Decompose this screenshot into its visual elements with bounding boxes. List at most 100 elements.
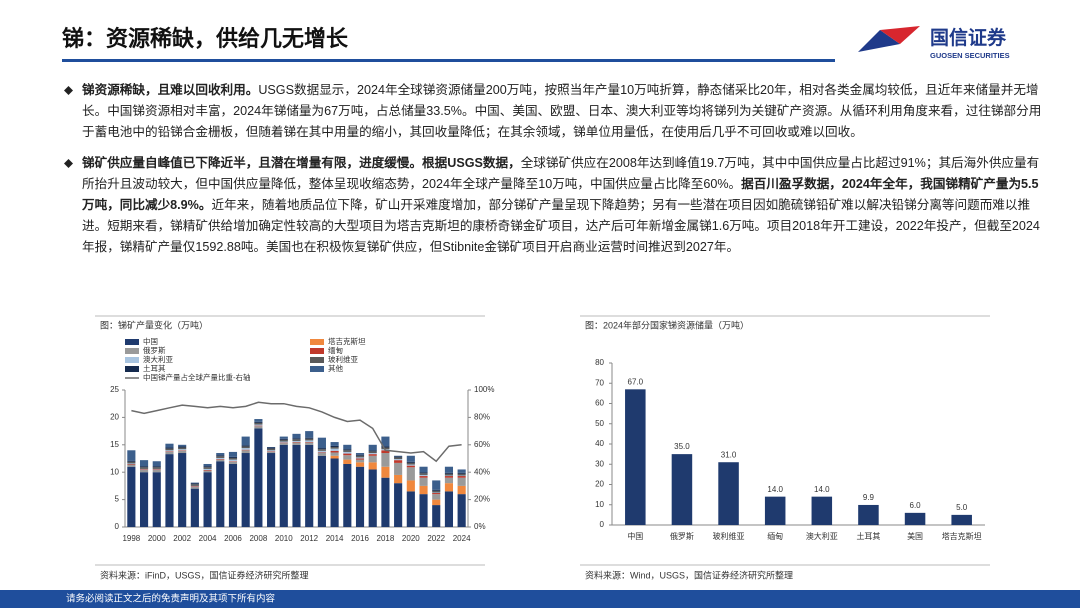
y-tick-label: 5 [115, 495, 120, 504]
legend-swatch [125, 366, 139, 372]
bar-segment [127, 461, 136, 464]
bar-segment [457, 472, 466, 474]
chart-source: 资料来源：iFinD，USGS，国信证券经济研究所整理 [100, 569, 309, 580]
bar-segment [381, 477, 390, 527]
bar-segment [165, 451, 174, 455]
brand-en: GUOSEN SECURITIES [930, 51, 1010, 60]
x-tick-label: 美国 [907, 531, 923, 541]
bar [811, 496, 833, 525]
chart-title: 图：2024年部分国家锑资源储量（万吨） [585, 319, 749, 330]
bar [671, 454, 693, 525]
legend-label: 俄罗斯 [143, 345, 166, 355]
bar-segment [368, 453, 377, 455]
legend-swatch [310, 366, 324, 372]
bar-segment [292, 442, 301, 445]
bar-segment [368, 451, 377, 454]
bar-segment [292, 442, 301, 443]
bar-segment [203, 463, 212, 467]
value-label: 67.0 [628, 377, 644, 386]
bar-segment [330, 448, 339, 451]
bullet-text: 锑矿供应量自峰值已下降近半，且潜在增量有限，进度缓慢。根据USGS数据， [82, 156, 521, 170]
bar-segment [279, 436, 288, 439]
bar-segment [394, 462, 403, 475]
bar-segment [254, 424, 263, 426]
chart-source: 资料来源：Wind，USGS，国信证券经济研究所整理 [585, 569, 793, 580]
bar-segment [317, 449, 326, 451]
bar [764, 496, 786, 525]
bar-segment [254, 428, 263, 527]
bar-segment [254, 421, 263, 423]
bar-segment [203, 466, 212, 468]
bar-segment [317, 437, 326, 449]
bar-segment [127, 464, 136, 467]
bar-segment [127, 463, 136, 464]
bullet: 锑矿供应量自峰值已下降近半，且潜在增量有限，进度缓慢。根据USGS数据，全球锑矿… [62, 153, 1047, 258]
bar-segment [203, 467, 212, 469]
bar-segment [330, 445, 339, 447]
bar-segment [190, 482, 199, 484]
bar-segment [292, 438, 301, 440]
x-tick-label: 2002 [173, 534, 191, 543]
bar-segment [432, 493, 441, 495]
bar-segment [190, 486, 199, 489]
bar-segment [317, 455, 326, 527]
bar-segment [152, 467, 161, 469]
bar-segment [267, 447, 276, 449]
bar-segment [279, 439, 288, 442]
x-tick-label: 塔吉克斯坦 [942, 531, 982, 541]
bar-segment [317, 453, 326, 456]
chart-title: 图：锑矿产量变化（万吨） [100, 319, 208, 330]
bar-segment [241, 436, 250, 446]
bar-segment [241, 450, 250, 454]
x-tick-label: 2018 [377, 534, 395, 543]
value-label: 14.0 [767, 485, 783, 494]
bar-segment [292, 439, 301, 441]
bar-segment [241, 445, 250, 447]
bar-segment [165, 447, 174, 449]
bar-segment [444, 473, 454, 476]
bar-segment [190, 488, 199, 527]
title-rule [62, 59, 835, 62]
bar-segment [292, 433, 301, 439]
x-tick-label: 2022 [427, 534, 445, 543]
legend-swatch [310, 357, 324, 363]
bar-segment [381, 446, 390, 448]
bar-segment [330, 455, 339, 459]
legend-label: 其他 [328, 363, 343, 373]
y2-tick-label: 100% [474, 385, 494, 394]
bullet-text: 近年来，随着地质品位下降，矿山开采难度增加，部分锑矿产量呈现下降趋势；另有一些潜… [82, 198, 1040, 254]
y2-tick-label: 40% [474, 467, 490, 476]
diamond [64, 86, 73, 95]
footer: 请务必阅读正文之后的免责声明及其项下所有内容 [66, 593, 276, 605]
bar-segment [216, 459, 225, 460]
legend-label: 中国 [143, 336, 158, 346]
bar-segment [228, 463, 238, 527]
bar-segment [381, 450, 390, 454]
y-tick-label: 10 [595, 500, 604, 509]
bar-segment [216, 457, 225, 460]
bar-segment [330, 458, 339, 527]
bar-segment [406, 464, 415, 466]
bar-segment [267, 453, 276, 527]
footer-bar [0, 590, 1080, 608]
bar-segment [190, 483, 199, 485]
bar-segment [406, 491, 415, 527]
bar-segment [267, 451, 276, 452]
bar-segment [279, 443, 288, 445]
bar-segment [228, 456, 238, 458]
x-tick-label: 缅甸 [767, 531, 783, 541]
value-label: 5.0 [956, 503, 968, 512]
bar-segment [355, 462, 365, 467]
bar-segment [305, 442, 314, 445]
bar-segment [165, 450, 174, 452]
bar-segment [254, 425, 263, 427]
bar-segment [394, 483, 403, 527]
x-tick-label: 2014 [326, 534, 344, 543]
bar-segment [178, 450, 187, 451]
bar-segment [317, 452, 326, 454]
bar-segment [381, 447, 390, 450]
bar-segment [127, 466, 136, 527]
bar-segment [317, 448, 326, 450]
